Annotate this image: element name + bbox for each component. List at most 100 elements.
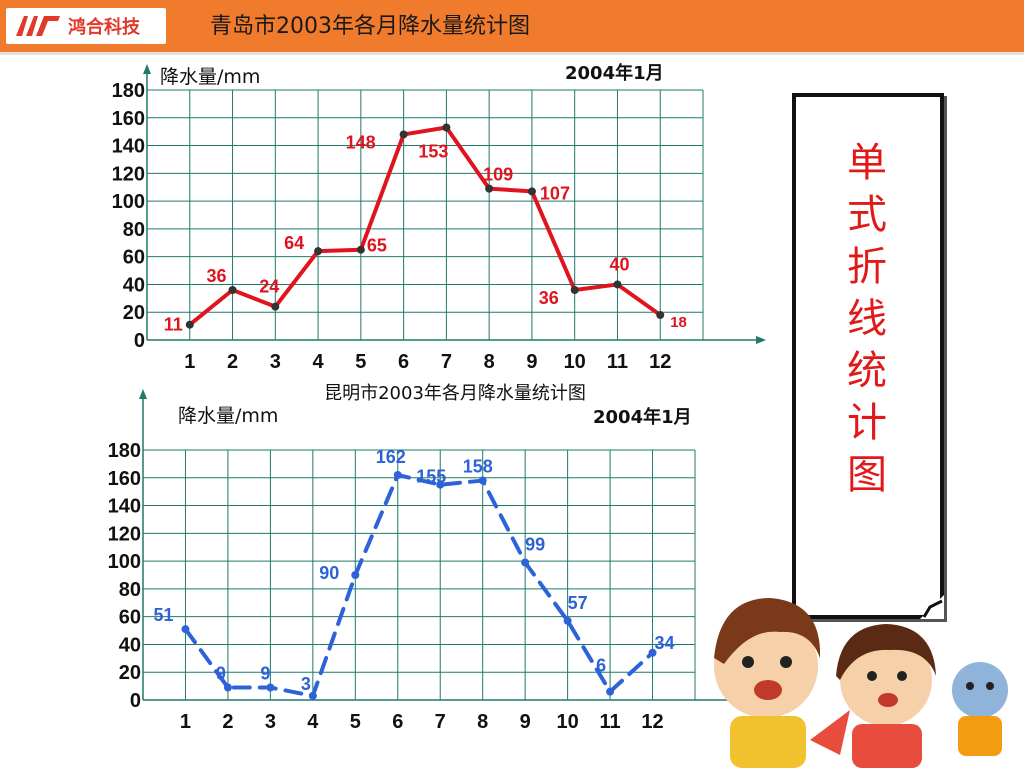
data-point xyxy=(393,471,402,479)
chart-type-char: 线 xyxy=(847,296,889,342)
data-point xyxy=(223,683,232,692)
data-point xyxy=(351,571,360,579)
x-tick-label: 8 xyxy=(477,711,488,733)
data-label: 51 xyxy=(153,605,173,625)
chart-type-char: 图 xyxy=(847,452,889,498)
x-tick-label: 3 xyxy=(270,351,281,373)
y-axis-label: 降水量/mm xyxy=(160,66,260,88)
x-tick-label: 2 xyxy=(222,711,233,733)
data-point xyxy=(399,130,408,139)
x-tick-label: 12 xyxy=(649,351,671,373)
data-point xyxy=(356,245,365,254)
data-point xyxy=(181,625,190,634)
y-tick-label: 40 xyxy=(119,634,141,656)
logo: 鸿合科技 xyxy=(6,8,166,44)
chart-type-char: 统 xyxy=(847,348,889,394)
y-tick-label: 60 xyxy=(119,607,141,629)
data-point xyxy=(648,648,657,657)
x-tick-label: 9 xyxy=(526,351,537,373)
y-tick-label: 40 xyxy=(123,274,145,296)
x-tick-label: 5 xyxy=(350,711,361,733)
chart-type-char: 折 xyxy=(847,244,889,290)
data-label: 24 xyxy=(259,277,279,297)
data-label: 36 xyxy=(207,266,227,286)
x-tick-label: 8 xyxy=(484,351,495,373)
x-tick-label: 11 xyxy=(607,351,628,373)
page-title: 青岛市2003年各月降水量统计图 xyxy=(210,14,530,39)
y-axis-arrow xyxy=(143,64,151,74)
series-line xyxy=(183,473,655,698)
x-tick-label: 6 xyxy=(392,711,403,733)
data-point xyxy=(442,123,451,132)
x-axis-arrow xyxy=(756,336,766,344)
data-label: 109 xyxy=(483,165,513,185)
y-tick-label: 20 xyxy=(119,662,141,684)
data-point xyxy=(485,184,494,193)
data-label: 9 xyxy=(216,664,226,684)
y-tick-label: 80 xyxy=(119,579,141,601)
data-label: 64 xyxy=(284,233,304,253)
x-tick-label: 1 xyxy=(180,711,191,733)
data-label: 18 xyxy=(670,314,687,331)
x-tick-label: 7 xyxy=(435,711,446,733)
y-tick-label: 160 xyxy=(112,108,145,130)
data-point xyxy=(478,476,487,485)
chart-type-label: 单式折线统计图 xyxy=(796,137,940,501)
data-label: 34 xyxy=(655,633,675,653)
data-point xyxy=(527,187,536,196)
data-label: 6 xyxy=(596,656,606,676)
data-label: 57 xyxy=(568,593,588,613)
x-tick-label: 6 xyxy=(398,351,409,373)
y-tick-label: 0 xyxy=(134,330,145,352)
y-axis-arrow xyxy=(139,389,147,399)
header-bar: 鸿合科技 青岛市2003年各月降水量统计图 xyxy=(0,0,1024,55)
y-tick-label: 180 xyxy=(112,80,145,102)
y-tick-label: 120 xyxy=(108,523,141,545)
data-point xyxy=(266,683,275,692)
chart-title: 昆明市2003年各月降水量统计图 xyxy=(324,383,586,404)
x-tick-label: 4 xyxy=(307,711,319,733)
data-point xyxy=(185,320,194,329)
y-tick-label: 60 xyxy=(123,247,145,269)
x-tick-label: 12 xyxy=(641,711,663,733)
data-point xyxy=(436,480,445,489)
chart-type-panel: 单式折线统计图 xyxy=(792,93,944,619)
data-point xyxy=(563,616,572,625)
y-tick-label: 100 xyxy=(112,191,145,213)
data-label: 155 xyxy=(416,467,446,487)
y-tick-label: 160 xyxy=(108,468,141,490)
data-label: 162 xyxy=(376,447,406,467)
y-tick-label: 100 xyxy=(108,551,141,573)
x-tick-label: 4 xyxy=(313,351,325,373)
y-tick-label: 180 xyxy=(108,440,141,462)
data-point xyxy=(656,311,665,319)
cartoon-kids-illustration xyxy=(714,598,1008,768)
y-tick-label: 140 xyxy=(112,136,145,158)
date-note: 2004年1月 xyxy=(593,406,692,428)
logo-mark-icon xyxy=(16,16,60,36)
x-tick-label: 3 xyxy=(265,711,276,733)
series-line xyxy=(187,125,663,327)
data-point xyxy=(271,302,280,311)
data-label: 40 xyxy=(609,254,629,274)
y-tick-label: 120 xyxy=(112,163,145,185)
data-point xyxy=(308,691,317,700)
data-label: 9 xyxy=(260,664,270,684)
x-tick-label: 1 xyxy=(184,351,195,373)
y-tick-label: 0 xyxy=(130,690,141,712)
x-tick-label: 10 xyxy=(556,711,578,733)
data-point xyxy=(570,286,579,294)
x-tick-label: 11 xyxy=(599,711,620,733)
chart-type-char: 计 xyxy=(847,400,889,446)
x-tick-label: 10 xyxy=(564,351,586,373)
y-axis-label: 降水量/mm xyxy=(178,405,278,427)
logo-text: 鸿合科技 xyxy=(68,17,140,38)
data-label: 99 xyxy=(525,535,545,555)
chart-type-char: 单 xyxy=(847,140,889,186)
data-point xyxy=(606,687,615,696)
y-tick-label: 140 xyxy=(108,496,141,518)
x-tick-label: 7 xyxy=(441,351,452,373)
data-label: 90 xyxy=(319,563,339,583)
data-label: 11 xyxy=(164,315,183,335)
x-tick-label: 5 xyxy=(355,351,366,373)
